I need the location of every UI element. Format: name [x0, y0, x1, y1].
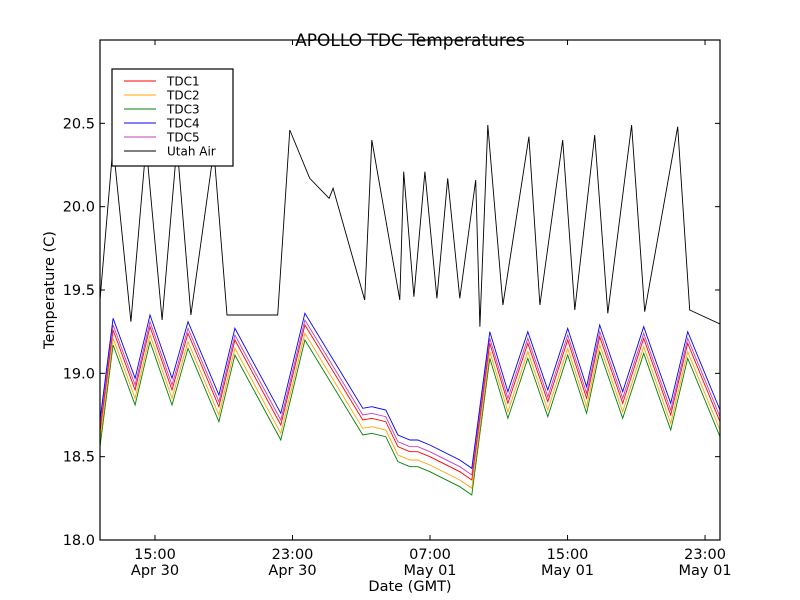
series-line-tdc1 — [100, 323, 720, 481]
legend-label: TDC2 — [166, 89, 200, 103]
x-tick-label-time: 07:00 — [409, 547, 451, 563]
y-tick-label: 20.0 — [63, 200, 95, 216]
y-tick-label: 19.5 — [63, 283, 95, 299]
series-line-utah-air — [100, 124, 720, 327]
x-tick-label-date: Apr 30 — [268, 563, 316, 579]
legend-label: TDC1 — [166, 75, 200, 89]
x-tick-label-date: May 01 — [679, 563, 732, 579]
legend-label: Utah Air — [167, 145, 216, 159]
legend-label: TDC3 — [166, 103, 200, 117]
legend-box — [111, 68, 234, 167]
x-axis-title: Date (GMT) — [368, 579, 451, 595]
x-tick-label-time: 23:00 — [272, 547, 314, 563]
chart-title: APOLLO TDC Temperatures — [295, 31, 525, 51]
series-line-tdc4 — [100, 312, 720, 470]
legend-label: TDC4 — [166, 117, 200, 131]
y-tick-label: 19.0 — [63, 366, 95, 382]
series-line-tdc5 — [100, 318, 720, 476]
plot-area — [100, 124, 720, 496]
y-tick-label: 20.5 — [63, 116, 95, 132]
y-tick-label: 18.5 — [63, 450, 95, 466]
y-tick-label: 18.0 — [63, 533, 95, 549]
series-line-tdc2 — [100, 332, 720, 490]
x-tick-label-time: 15:00 — [134, 547, 176, 563]
x-tick-label-date: May 01 — [404, 563, 457, 579]
x-tick-label-date: May 01 — [541, 563, 594, 579]
x-tick-label-time: 15:00 — [547, 547, 589, 563]
x-tick-label-date: Apr 30 — [131, 563, 179, 579]
y-axis-title: Temperature (C) — [42, 231, 58, 350]
series-line-tdc3 — [100, 338, 720, 496]
x-tick-label-time: 23:00 — [684, 547, 726, 563]
legend-label: TDC5 — [166, 131, 200, 145]
